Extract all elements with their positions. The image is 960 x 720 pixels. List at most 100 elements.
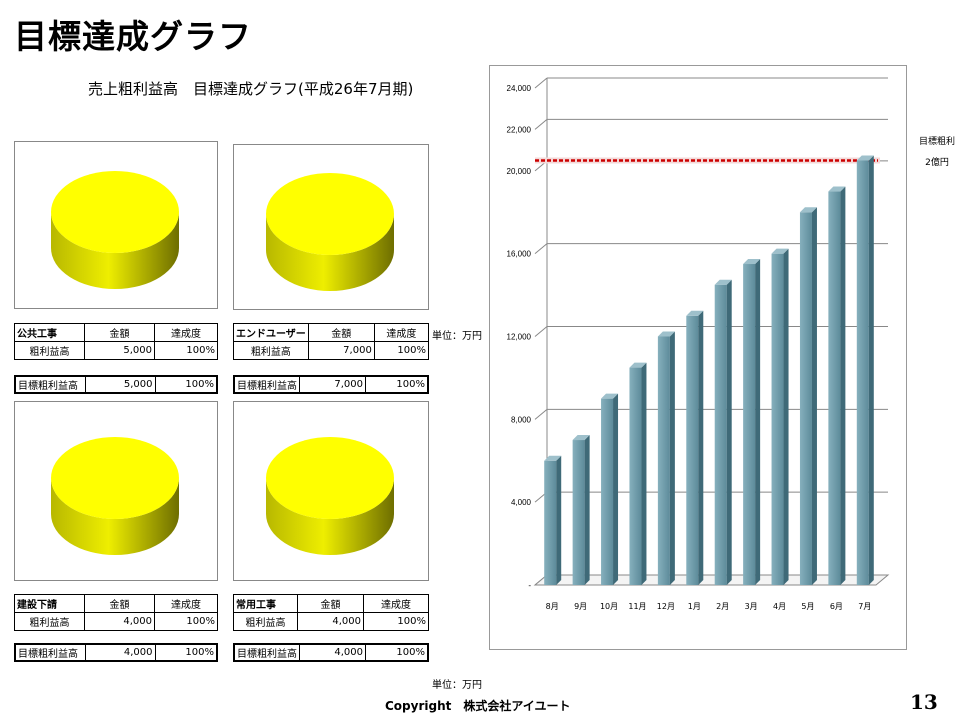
rate: 100% — [154, 612, 218, 631]
amount: 4,000 — [297, 612, 364, 631]
bar — [601, 393, 619, 585]
pie-side — [51, 212, 179, 289]
pie-chart-subcontract — [51, 437, 179, 555]
pie-slice-achieved — [51, 437, 179, 519]
bar-top — [686, 310, 704, 316]
target-rate: 100% — [154, 643, 218, 662]
bar-front — [771, 253, 784, 585]
row-label: 粗利益高 — [233, 341, 309, 360]
x-tick-label: 2月 — [716, 602, 729, 611]
col-amount: 金額 — [84, 594, 155, 613]
pie-slice-achieved — [266, 437, 394, 519]
unit-label-bottom: 単位：万円 — [432, 680, 482, 691]
chart-title: 売上粗利益高 目標達成グラフ(平成26年7月期) — [88, 80, 414, 98]
pie-slice-achieved — [51, 171, 179, 253]
col-rate: 達成度 — [373, 323, 430, 342]
grid-line-diag — [534, 408, 548, 420]
unit-label-top: 単位：万円 — [432, 331, 482, 342]
bar — [799, 207, 817, 585]
x-tick-label: 4月 — [773, 602, 786, 611]
x-tick-label: 11月 — [628, 602, 646, 611]
target-label: 目標粗利益高 — [233, 375, 300, 394]
bar-front — [743, 264, 756, 585]
bar — [686, 310, 704, 585]
bar — [714, 279, 732, 585]
target-label-line2: 2億円 — [925, 158, 949, 169]
bar-top — [629, 362, 647, 368]
copyright: Copyright 株式会社アイユート — [385, 699, 571, 713]
target-rate: 100% — [365, 643, 429, 662]
y-tick-label: 22,000 — [507, 125, 532, 134]
y-tick-label: 24,000 — [507, 84, 532, 93]
bar-side — [726, 279, 732, 585]
target-rate: 100% — [365, 375, 429, 394]
pie-box-subcontract — [14, 401, 218, 581]
page-number: 13 — [910, 690, 938, 714]
chart-floor — [533, 574, 890, 586]
y-tick-label: 4,000 — [511, 498, 532, 507]
segment-name: 常用工事 — [233, 594, 298, 613]
amount: 4,000 — [84, 612, 155, 631]
bar-side — [868, 155, 874, 585]
grid-line-diag — [534, 119, 548, 130]
target-label: 目標粗利益高 — [14, 643, 86, 662]
bar-top — [771, 248, 789, 254]
y-tick-label: 8,000 — [511, 415, 532, 424]
bar-front — [657, 336, 670, 585]
bar-side — [811, 207, 817, 585]
row-label: 粗利益高 — [14, 612, 85, 631]
bar — [544, 455, 562, 585]
x-tick-label: 12月 — [657, 602, 675, 611]
target-amount: 4,000 — [84, 643, 156, 662]
rate: 100% — [154, 341, 218, 360]
bar — [743, 259, 761, 585]
target-label: 目標粗利益高 — [233, 643, 300, 662]
bar-front — [572, 440, 585, 585]
pie-slice-achieved — [266, 173, 394, 255]
grid-line-diag — [534, 243, 548, 255]
pie-box-enduser — [233, 144, 429, 310]
target-label: 目標粗利益高 — [14, 375, 86, 394]
bar-front — [686, 315, 699, 585]
bar-top — [572, 435, 590, 441]
y-tick-label: - — [528, 581, 531, 590]
x-tick-label: 7月 — [858, 602, 871, 611]
target-table-subcontract: 目標粗利益高 4,000 100% — [14, 643, 218, 662]
bar-top — [743, 259, 761, 265]
bar — [629, 362, 647, 585]
bar-side — [641, 362, 647, 585]
rate: 100% — [363, 612, 429, 631]
pie-side — [266, 214, 394, 291]
bar — [771, 248, 789, 585]
amount: 7,000 — [307, 341, 375, 360]
x-tick-label: 6月 — [830, 602, 843, 611]
grid-line-diag — [534, 326, 548, 337]
bar-top — [714, 279, 732, 285]
row-label: 粗利益高 — [233, 612, 298, 631]
segment-table-regular: 常用工事 金額 達成度 粗利益高 4,000 100% — [233, 594, 429, 631]
bar-side — [669, 331, 675, 585]
bar-side — [584, 435, 590, 585]
x-tick-label: 3月 — [745, 602, 758, 611]
col-amount: 金額 — [297, 594, 364, 613]
col-amount: 金額 — [84, 323, 155, 342]
bar-top — [657, 331, 675, 337]
amount: 5,000 — [84, 341, 155, 360]
bar-side — [755, 259, 761, 585]
bar-side — [613, 393, 619, 585]
pie-side — [51, 478, 179, 555]
bar-chart: - 4,000 8,000 12,000 16,000 20,000 22,000 24,00… — [507, 77, 890, 611]
x-tick-label: 5月 — [801, 602, 814, 611]
y-tick-label: 20,000 — [507, 167, 532, 176]
bar-side — [556, 455, 562, 585]
bar-side — [783, 248, 789, 585]
bar-side — [840, 186, 846, 585]
row-label: 粗利益高 — [14, 341, 85, 360]
bar-front — [799, 212, 812, 585]
pie-box-public — [14, 141, 218, 309]
bar-front — [629, 367, 642, 585]
target-label-line1: 目標粗利 — [919, 137, 956, 148]
pie-side — [266, 478, 394, 555]
segment-table-subcontract: 建設下請 金額 達成度 粗利益高 4,000 100% — [14, 594, 218, 631]
target-table-public: 目標粗利益高 5,000 100% — [14, 375, 218, 394]
